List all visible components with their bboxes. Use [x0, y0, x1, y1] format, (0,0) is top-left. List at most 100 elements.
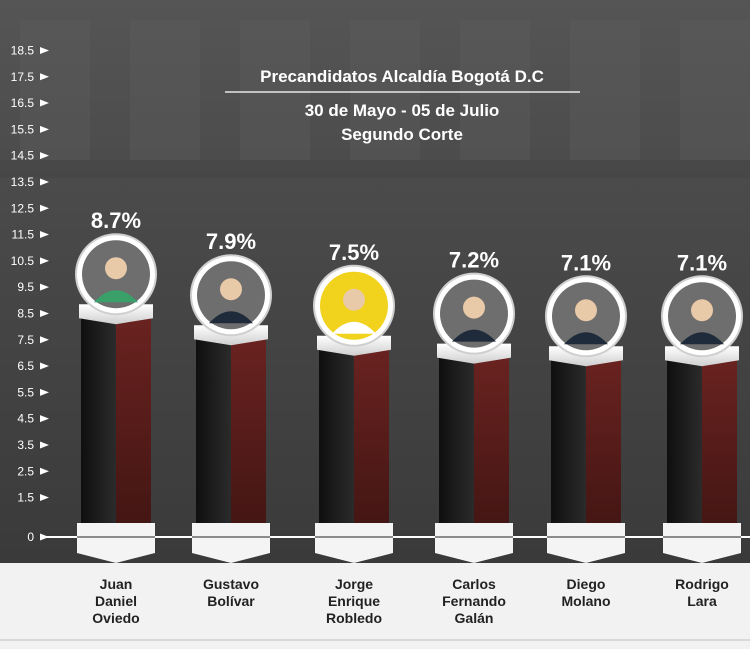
- y-tick-label: 3.5: [17, 438, 34, 452]
- bar-left-face: [196, 329, 231, 553]
- y-tick-label: 15.5: [11, 122, 35, 136]
- y-tick-label: 5.5: [17, 385, 34, 399]
- y-tick-label: 12.5: [11, 201, 35, 215]
- x-tick-label: Diego: [567, 576, 606, 592]
- bg-arch: [350, 20, 420, 160]
- bg-arch: [460, 20, 530, 160]
- x-tick-label: Daniel: [95, 593, 137, 609]
- x-tick-label: Jorge: [335, 576, 373, 592]
- x-tick-label: Bolívar: [207, 593, 255, 609]
- data-label: 7.9%: [206, 229, 256, 254]
- data-label: 7.1%: [561, 250, 611, 275]
- y-tick-label: 16.5: [11, 96, 35, 110]
- y-tick-label: 11.5: [12, 228, 35, 242]
- y-tick-arrow: [40, 204, 49, 212]
- label-band: [0, 563, 750, 649]
- chart-title: Precandidatos Alcaldía Bogotá D.C: [260, 67, 544, 86]
- x-tick-label: Galán: [455, 610, 494, 626]
- y-tick-arrow: [40, 73, 49, 81]
- bar-left-face: [667, 350, 702, 553]
- y-tick-arrow: [40, 415, 49, 423]
- y-tick-label: 4.5: [17, 412, 34, 426]
- x-tick-label: Lara: [687, 593, 717, 609]
- y-tick-arrow: [40, 46, 49, 54]
- x-tick-label: Juan: [100, 576, 133, 592]
- bg-arch: [680, 20, 750, 160]
- y-tick-arrow: [40, 441, 49, 449]
- bar: [231, 329, 266, 553]
- x-tick-label: Oviedo: [92, 610, 139, 626]
- avatar-head-icon: [575, 299, 597, 322]
- y-tick-arrow: [40, 494, 49, 502]
- bar: [586, 350, 621, 553]
- y-tick-label: 2.5: [17, 464, 34, 478]
- avatar-head-icon: [463, 296, 485, 319]
- y-tick-arrow: [40, 388, 49, 396]
- y-tick-arrow: [40, 152, 49, 160]
- avatar-body-icon: [452, 329, 496, 342]
- y-tick-label: 10.5: [11, 254, 35, 268]
- avatar-head-icon: [343, 288, 365, 311]
- bar-left-face: [551, 350, 586, 553]
- data-label: 7.5%: [329, 240, 379, 265]
- x-tick-label: Robledo: [326, 610, 382, 626]
- data-label: 7.2%: [449, 248, 499, 273]
- chart-subtitle-cut: Segundo Corte: [341, 125, 463, 144]
- bg-ledge: [0, 160, 750, 178]
- bar-group: 7.2%: [433, 248, 515, 563]
- bar-base: [192, 523, 270, 563]
- y-tick-arrow: [40, 257, 49, 265]
- y-tick-arrow: [40, 231, 49, 239]
- y-tick-arrow: [40, 125, 49, 133]
- x-tick-label: Molano: [562, 593, 611, 609]
- y-tick-arrow: [40, 283, 49, 291]
- bg-arch: [20, 20, 90, 160]
- avatar-body-icon: [564, 332, 608, 345]
- bar-base: [315, 523, 393, 563]
- y-tick-arrow: [40, 99, 49, 107]
- bar: [354, 339, 389, 553]
- y-tick-label: 1.5: [17, 491, 34, 505]
- avatar-head-icon: [220, 278, 242, 301]
- bar: [116, 308, 151, 553]
- bg-arch: [570, 20, 640, 160]
- y-tick-arrow: [40, 467, 49, 475]
- y-tick-arrow: [40, 362, 49, 370]
- y-tick-arrow: [40, 178, 49, 186]
- avatar-body-icon: [209, 311, 253, 324]
- bar-base: [435, 523, 513, 563]
- y-tick-label: 18.5: [11, 43, 35, 57]
- x-tick-label: Gustavo: [203, 576, 259, 592]
- bar-group: 7.9%: [190, 229, 272, 563]
- y-tick-arrow: [40, 309, 49, 317]
- y-tick-label: 8.5: [17, 306, 34, 320]
- bar: [702, 350, 737, 553]
- y-tick-label: 9.5: [17, 280, 34, 294]
- avatar-body-icon: [94, 290, 138, 303]
- bars-group: 8.7% 7.9% 7.5% 7.2% 7.1% 7.1%: [75, 208, 743, 563]
- bar-group: 7.5%: [313, 240, 395, 563]
- bg-arch: [240, 20, 310, 160]
- bar-group: 7.1%: [545, 250, 627, 563]
- x-tick-label: Fernando: [442, 593, 506, 609]
- chart-header: Precandidatos Alcaldía Bogotá D.C 30 de …: [225, 67, 580, 144]
- data-label: 8.7%: [91, 208, 141, 233]
- bg-arch: [130, 20, 200, 160]
- data-label: 7.1%: [677, 250, 727, 275]
- bar-base: [663, 523, 741, 563]
- bar-base: [77, 523, 155, 563]
- avatar-head-icon: [691, 299, 713, 322]
- avatar-head-icon: [105, 257, 127, 280]
- bar: [474, 347, 509, 553]
- avatar-body-icon: [332, 321, 376, 334]
- y-tick-arrow: [40, 336, 49, 344]
- avatar-body-icon: [680, 332, 724, 345]
- bar-group: 8.7%: [75, 208, 157, 563]
- y-tick-label: 0: [27, 530, 34, 544]
- y-tick-label: 6.5: [17, 359, 34, 373]
- bar-left-face: [439, 347, 474, 553]
- x-tick-label: Rodrigo: [675, 576, 729, 592]
- bar-left-face: [81, 308, 116, 553]
